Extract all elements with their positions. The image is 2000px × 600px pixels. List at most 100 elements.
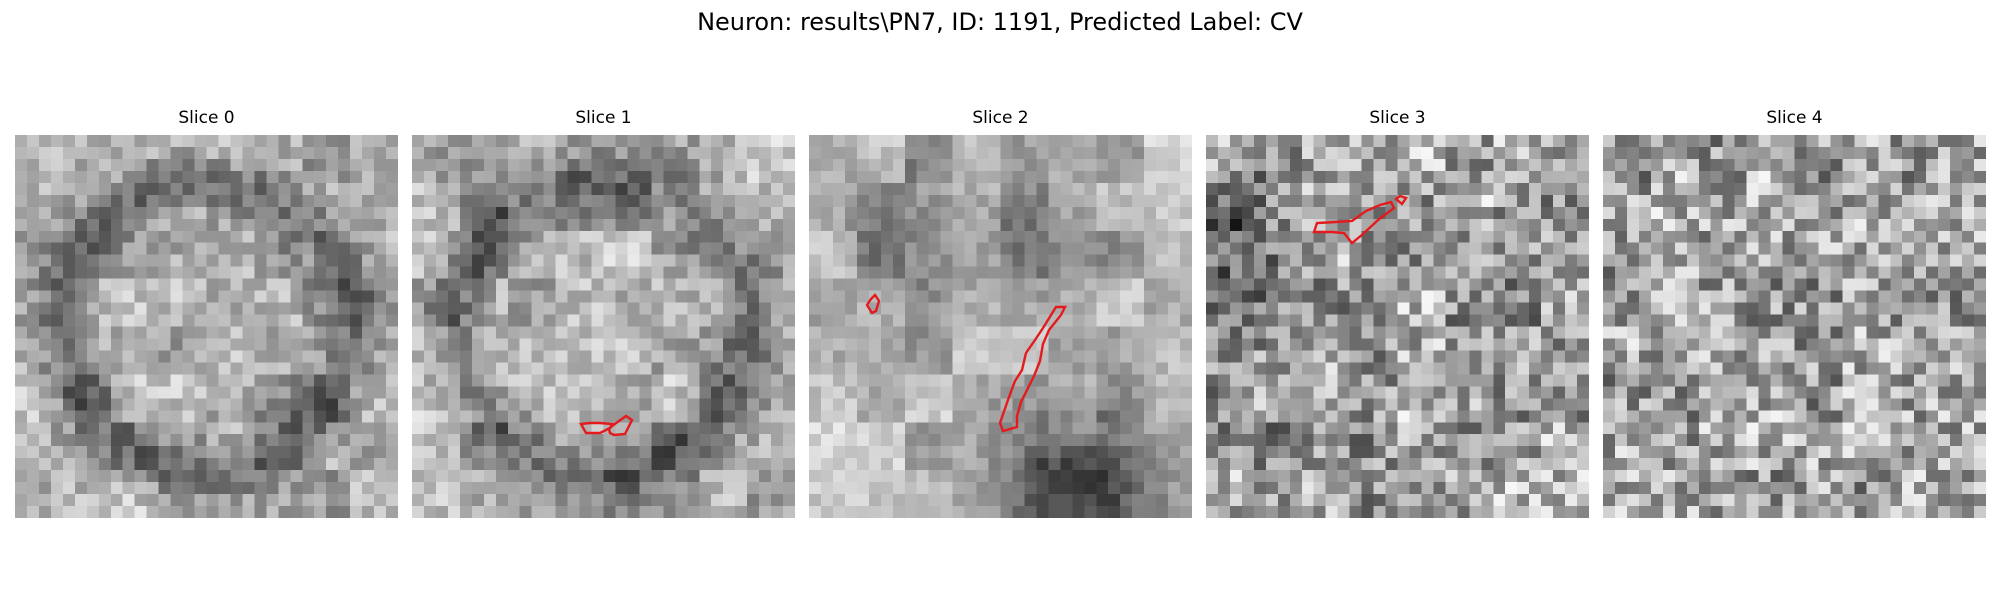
slice-1-pixel <box>771 314 784 327</box>
slice-4-pixel <box>1626 230 1640 244</box>
slice-0-pixel <box>110 290 124 303</box>
slice-2-pixel <box>880 158 894 172</box>
slice-0-pixel <box>170 290 183 303</box>
slice-1-pixel <box>507 386 521 399</box>
slice-4-image <box>1603 135 1986 518</box>
slice-0-pixel <box>218 170 231 184</box>
slice-3-pixel <box>1541 482 1554 495</box>
slice-4-pixel <box>1603 158 1616 172</box>
slice-3-pixel <box>1565 434 1578 447</box>
slice-4-pixel <box>1890 206 1903 220</box>
slice-3-pixel <box>1206 254 1219 268</box>
slice-4-pixel <box>1806 218 1819 232</box>
slice-2-pixel <box>988 338 1001 351</box>
slice-2-pixel <box>844 158 858 172</box>
slice-2-pixel <box>820 338 834 351</box>
slice-1-pixel <box>531 254 545 268</box>
slice-1-pixel <box>663 230 676 244</box>
slice-0-pixel <box>62 254 76 268</box>
slice-0-pixel <box>218 374 231 387</box>
slice-4-pixel <box>1866 338 1879 351</box>
slice-3-pixel <box>1265 350 1279 363</box>
slice-0-pixel <box>386 314 398 327</box>
slice-1-pixel <box>567 182 580 196</box>
slice-1-pixel <box>531 314 545 327</box>
slice-0-pixel <box>146 482 159 495</box>
slice-1-pixel <box>723 266 736 279</box>
slice-3-pixel <box>1241 506 1255 518</box>
slice-2-pixel <box>1144 135 1157 148</box>
slice-2-pixel <box>809 278 822 291</box>
slice-0-pixel <box>146 290 159 303</box>
slice-2-pixel <box>1108 458 1121 471</box>
slice-3-pixel <box>1433 362 1446 375</box>
slice-1-pixel <box>627 446 640 459</box>
slice-0-pixel <box>230 338 243 351</box>
slice-1-pixel <box>651 458 664 471</box>
slice-1-pixel <box>711 206 724 220</box>
slice-0-pixel <box>62 338 76 351</box>
slice-1-pixel <box>675 362 688 375</box>
slice-0-pixel <box>338 170 351 184</box>
slice-3-pixel <box>1433 374 1446 387</box>
slice-1-pixel <box>507 506 521 518</box>
slice-0-pixel <box>50 506 64 518</box>
slice-4-pixel <box>1830 410 1843 423</box>
slice-4-pixel <box>1854 230 1867 244</box>
slice-1-pixel <box>459 326 473 339</box>
slice-3-pixel <box>1253 458 1267 471</box>
slice-1-pixel <box>615 182 628 196</box>
slice-4-pixel <box>1638 434 1652 447</box>
slice-4-pixel <box>1878 410 1891 423</box>
slice-1-pixel <box>771 446 784 459</box>
slice-1-pixel <box>435 314 449 327</box>
slice-3-pixel <box>1541 470 1554 483</box>
slice-4-pixel <box>1926 290 1939 303</box>
slice-3-pixel <box>1409 266 1422 279</box>
slice-1-pixel <box>615 314 628 327</box>
slice-0-pixel <box>170 194 183 208</box>
slice-0-pixel <box>134 170 148 184</box>
slice-1-pixel <box>771 374 784 387</box>
slice-3-pixel <box>1385 470 1398 483</box>
slice-2-pixel <box>940 182 953 196</box>
slice-0-pixel <box>146 206 159 220</box>
slice-2-pixel <box>1108 135 1121 148</box>
slice-1-pixel <box>687 458 700 471</box>
slice-3-pixel <box>1265 494 1279 507</box>
slice-3-pixel <box>1505 482 1518 495</box>
slice-1-pixel <box>711 482 724 495</box>
slice-2-pixel <box>868 146 882 160</box>
slice-1-pixel <box>627 338 640 351</box>
slice-3-pixel <box>1313 135 1327 148</box>
slice-3-pixel <box>1469 182 1482 196</box>
slice-1-pixel <box>687 266 700 279</box>
slice-3-pixel <box>1301 254 1315 268</box>
slice-4-pixel <box>1914 302 1927 315</box>
slice-2-pixel <box>809 422 822 435</box>
slice-3-pixel <box>1253 398 1267 411</box>
slice-0-pixel <box>182 146 195 160</box>
slice-3-pixel <box>1301 230 1315 244</box>
slice-0-pixel <box>290 374 303 387</box>
slice-3-pixel <box>1481 434 1494 447</box>
slice-1-pixel <box>579 470 592 483</box>
slice-4-pixel <box>1650 338 1664 351</box>
slice-2-pixel <box>809 410 822 423</box>
slice-2-pixel <box>952 446 965 459</box>
slice-3-pixel <box>1361 254 1374 268</box>
slice-0-pixel <box>122 182 136 196</box>
slice-2-pixel <box>1000 326 1013 339</box>
slice-1-pixel <box>579 206 592 220</box>
slice-1-pixel <box>591 254 604 268</box>
slice-0-pixel <box>50 458 64 471</box>
slice-3-pixel <box>1457 458 1470 471</box>
slice-3-pixel <box>1541 374 1554 387</box>
slice-3-pixel <box>1361 170 1374 184</box>
slice-2-pixel <box>832 506 846 518</box>
slice-0-pixel <box>374 290 387 303</box>
slice-3-pixel <box>1229 230 1243 244</box>
slice-0-pixel <box>170 446 183 459</box>
slice-2-pixel <box>892 398 906 411</box>
slice-3-pixel <box>1349 266 1362 279</box>
